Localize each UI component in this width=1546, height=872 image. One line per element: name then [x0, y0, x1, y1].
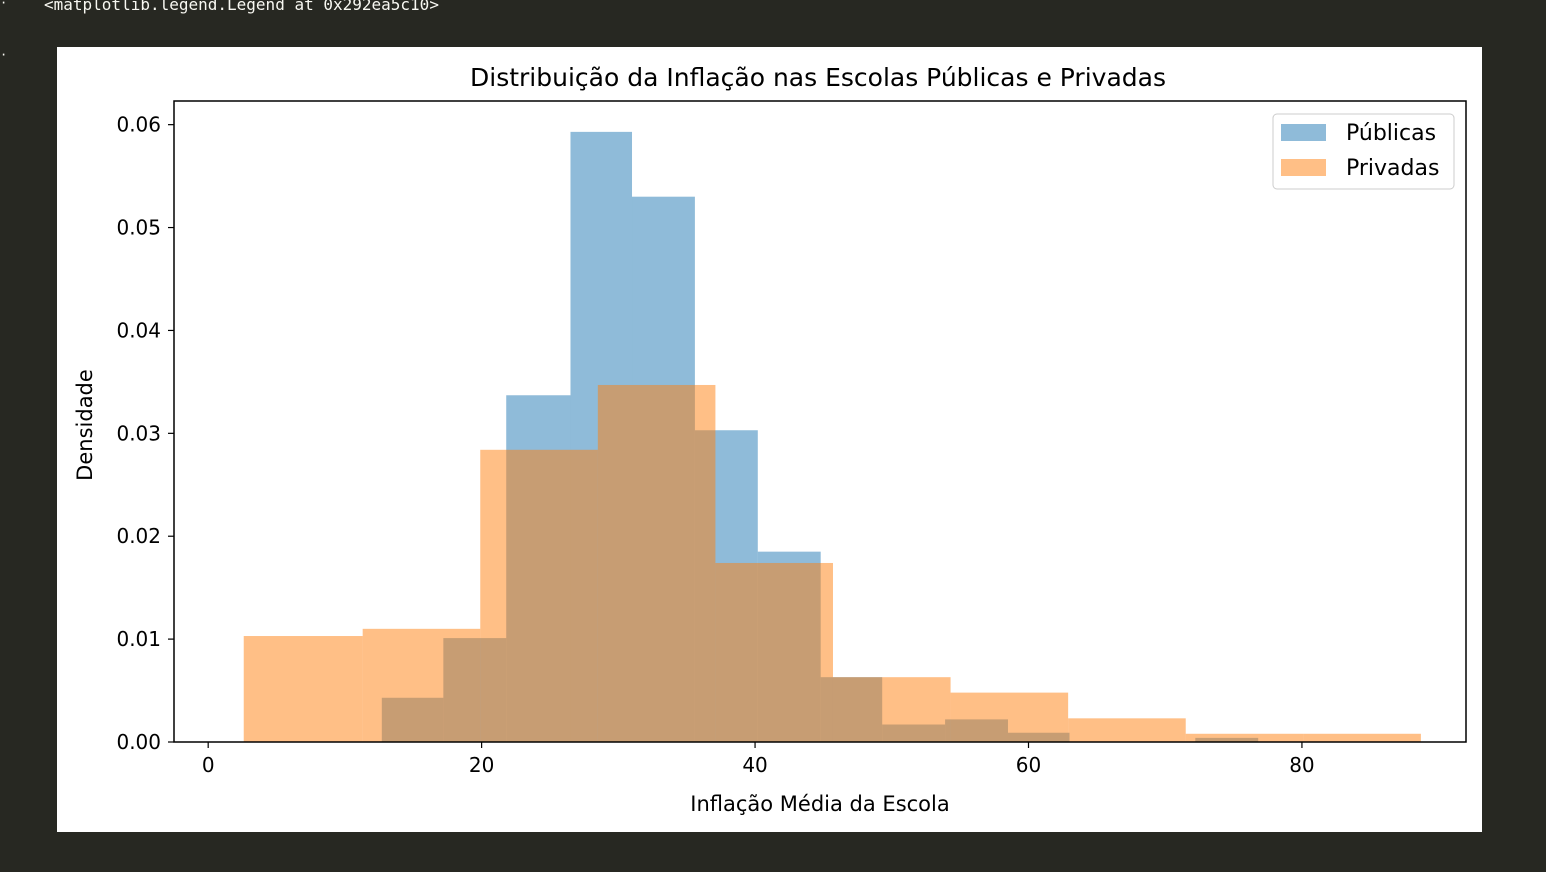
legend-swatch-publicas	[1281, 124, 1326, 141]
y-axis-label: Densidade	[73, 369, 97, 481]
histogram-bar-privadas	[597, 384, 716, 742]
legend-label-publicas: Públicas	[1346, 121, 1436, 146]
legend: Públicas Privadas	[1272, 113, 1455, 190]
chart-figure: Distribuição da Inflação nas Escolas Púb…	[57, 47, 1482, 832]
histogram-bar-privadas	[480, 449, 598, 742]
y-tick-label: 0.06	[116, 113, 161, 137]
x-axis-label: Inflação Média da Escola	[690, 792, 949, 816]
histogram-bar-privadas	[1303, 733, 1421, 742]
histogram-chart: Distribuição da Inflação nas Escolas Púb…	[73, 63, 1467, 816]
prompt-marker: ·	[0, 0, 8, 10]
y-tick-label: 0.03	[116, 421, 161, 445]
histogram-bar-privadas	[1185, 733, 1304, 742]
x-tick-label: 40	[742, 753, 767, 777]
x-axis: 0 20 40 60 80	[202, 742, 1315, 777]
x-tick-label: 20	[469, 753, 494, 777]
cell-output-text: <matplotlib.legend.Legend at 0x292ea5c10…	[44, 0, 439, 14]
histogram-bar-privadas	[243, 636, 363, 742]
y-axis: 0.00 0.01 0.02 0.03 0.04 0.05 0.06	[116, 113, 174, 754]
x-tick-label: 0	[202, 753, 215, 777]
y-tick-label: 0.04	[116, 318, 161, 342]
y-tick-label: 0.05	[116, 216, 161, 240]
bars-layer	[243, 131, 1421, 743]
x-tick-label: 80	[1289, 753, 1314, 777]
histogram-bar-privadas	[832, 677, 951, 742]
histogram-bar-privadas	[715, 562, 833, 742]
histogram-bar-privadas	[362, 628, 481, 742]
legend-label-privadas: Privadas	[1346, 156, 1439, 181]
histogram-bar-privadas	[950, 692, 1069, 742]
y-tick-label: 0.02	[116, 524, 161, 548]
prompt-marker: ·	[0, 48, 8, 62]
y-tick-label: 0.00	[116, 730, 161, 754]
chart-title: Distribuição da Inflação nas Escolas Púb…	[470, 63, 1166, 92]
legend-swatch-privadas	[1281, 159, 1326, 176]
y-tick-label: 0.01	[116, 627, 161, 651]
histogram-bar-privadas	[1068, 718, 1186, 742]
x-tick-label: 60	[1016, 753, 1041, 777]
axes-frame	[173, 100, 1467, 743]
